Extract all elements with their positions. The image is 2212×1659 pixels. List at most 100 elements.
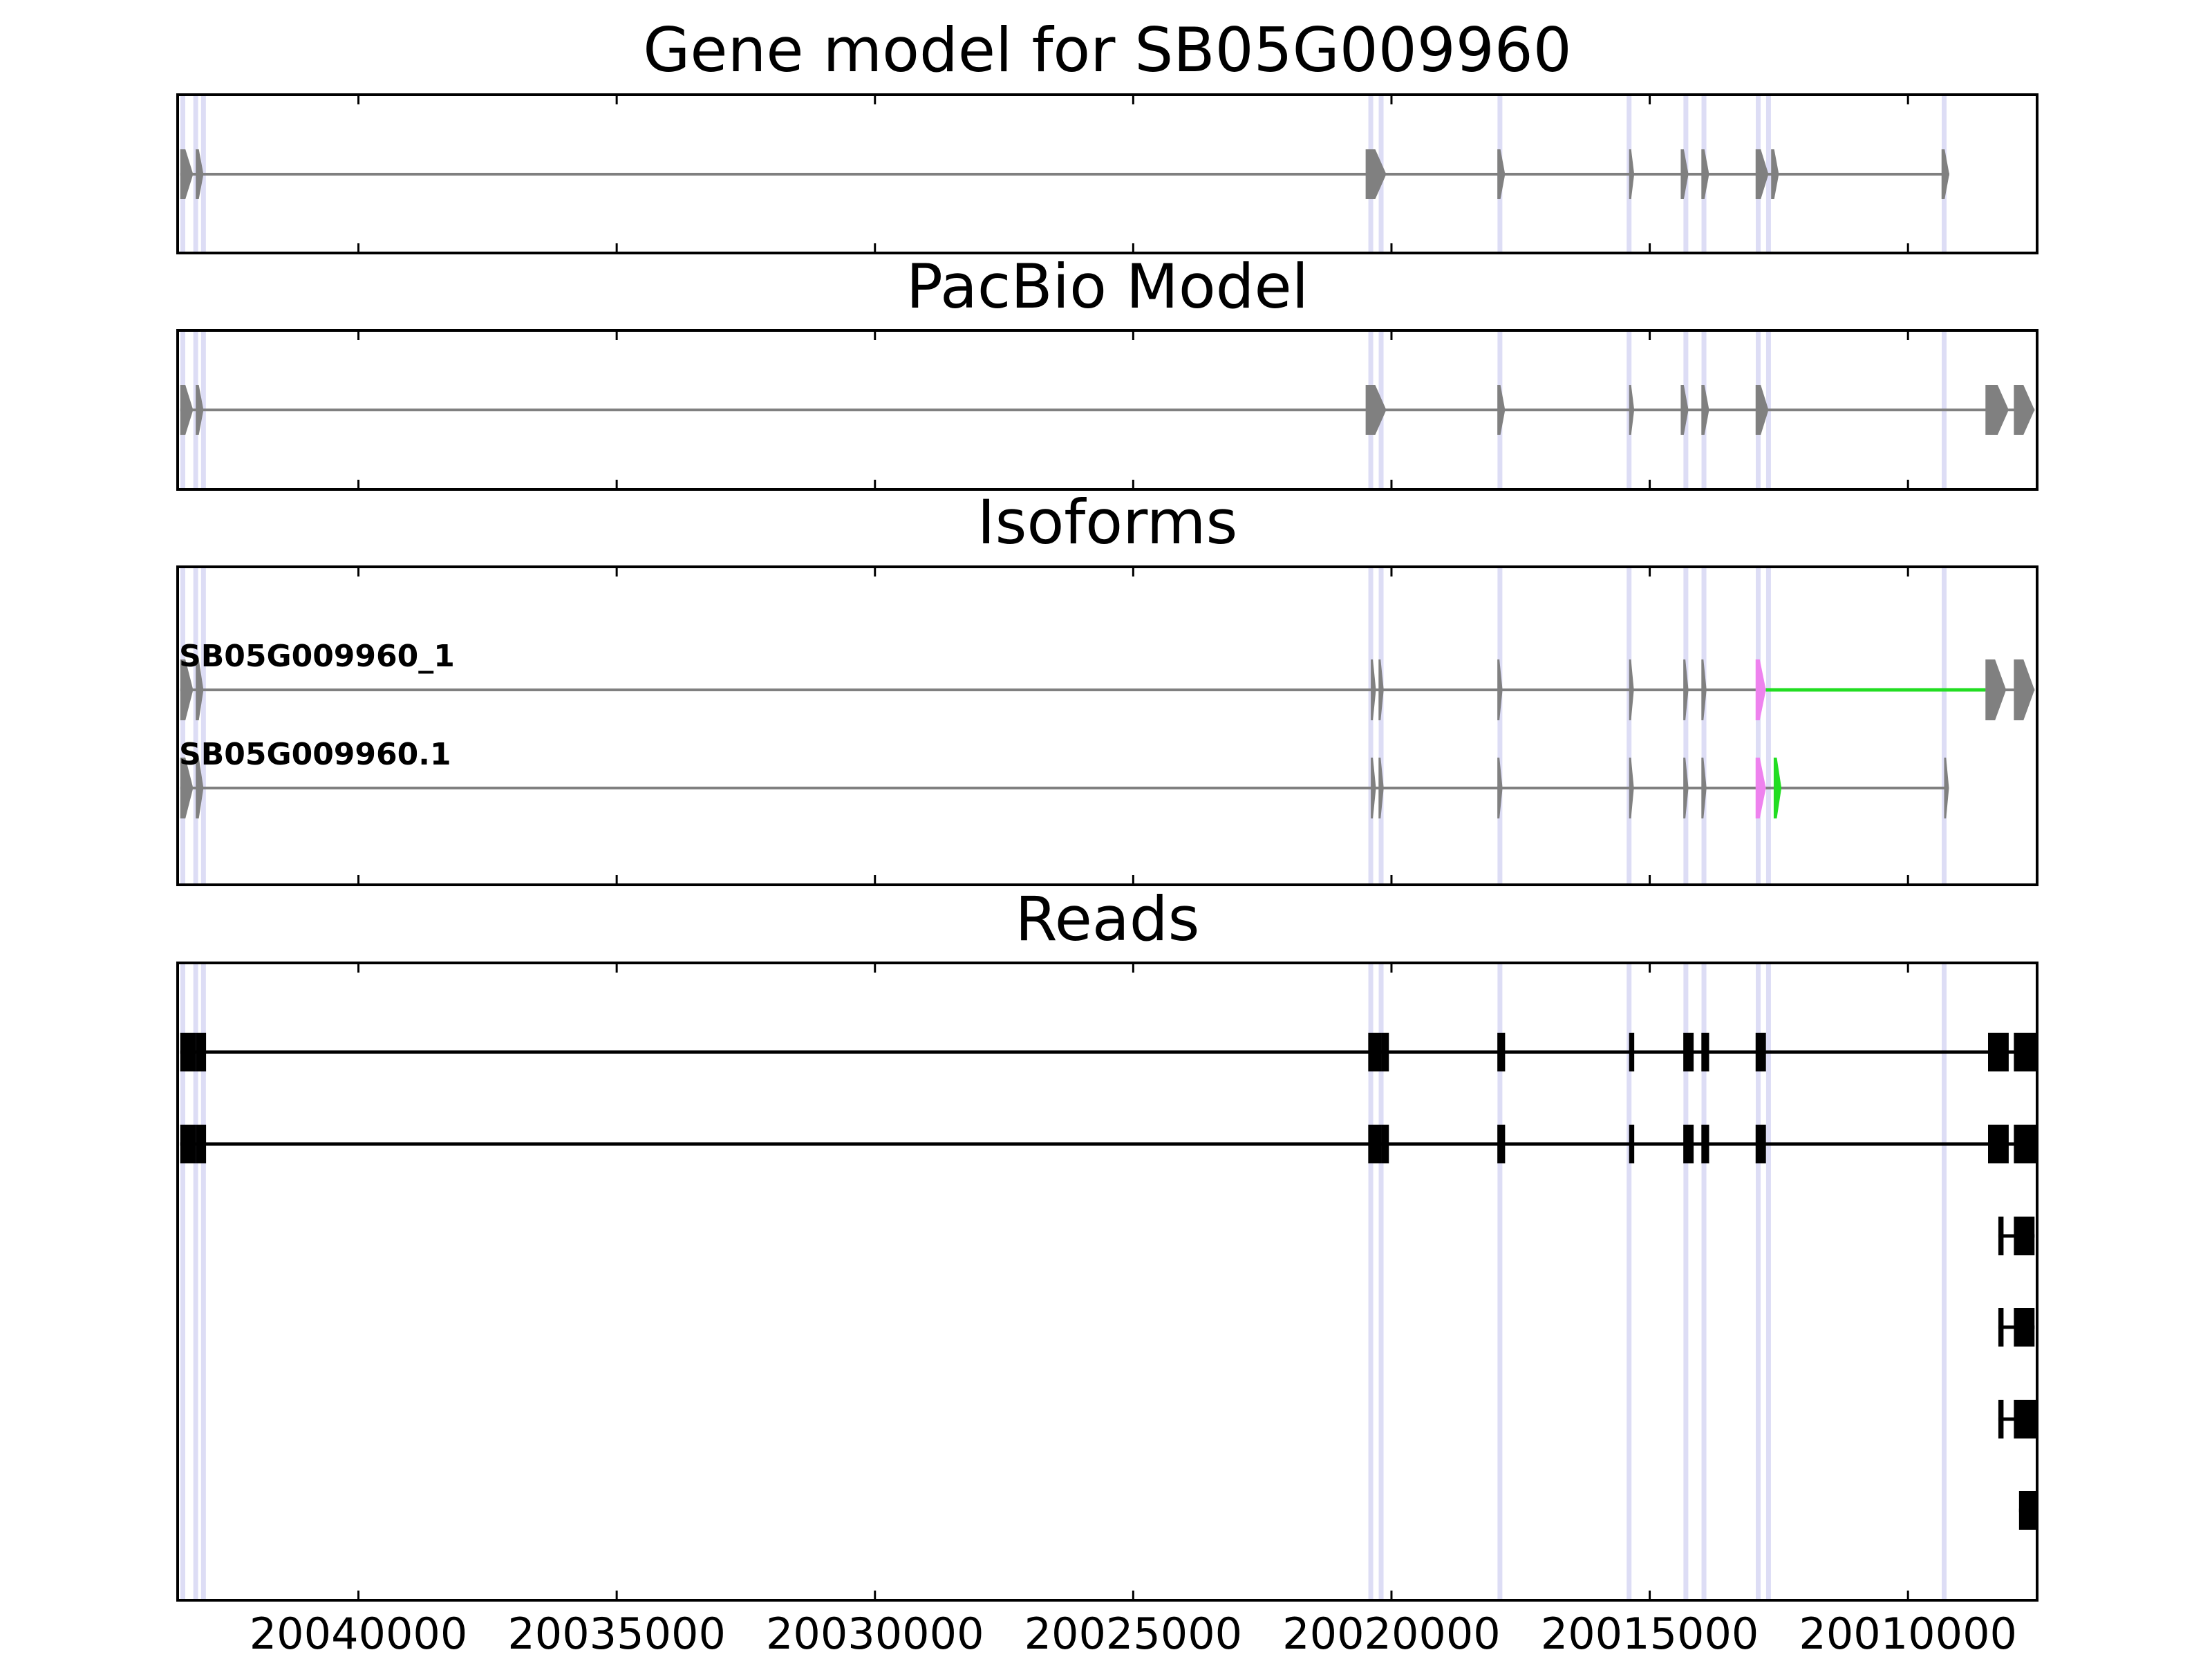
- read-block: [1683, 1033, 1694, 1071]
- exon: [180, 758, 194, 818]
- read-block: [2014, 1308, 2035, 1347]
- panel-title: Gene model for SB05G009960: [643, 15, 1572, 86]
- exon: [1680, 149, 1689, 199]
- read-block: [1755, 1125, 1766, 1163]
- exon: [1629, 385, 1635, 435]
- panel-gene-model: Gene model for SB05G009960: [176, 15, 2038, 254]
- read-block: [1629, 1033, 1635, 1071]
- read-block: [180, 1125, 196, 1163]
- read-block: [1998, 1308, 2004, 1347]
- exon: [1683, 659, 1689, 720]
- x-tick-label: 20040000: [250, 1609, 468, 1659]
- track: SB05G009960.1: [179, 737, 1949, 818]
- exon: [2014, 385, 2035, 435]
- read-block: [2014, 1400, 2037, 1438]
- exon: [1371, 659, 1376, 720]
- exon: [1755, 149, 1769, 199]
- exon: [1985, 659, 2007, 720]
- read-block: [1998, 1400, 2004, 1438]
- track: [1998, 1217, 2035, 1255]
- track: [1998, 1400, 2037, 1438]
- exon: [1629, 149, 1635, 199]
- exon: [1985, 385, 2009, 435]
- read-block: [1497, 1033, 1506, 1071]
- isoform-label: SB05G009960.1: [179, 737, 451, 772]
- exon: [1701, 385, 1709, 435]
- read-block: [1998, 1217, 2004, 1255]
- x-axis: 20040000 20035000 20030000 20025000 20020000…: [250, 1609, 2017, 1659]
- exon: [1771, 149, 1779, 199]
- unique-exon: [1755, 659, 1766, 720]
- read-block: [2018, 1491, 2037, 1530]
- unique-exon: [1773, 758, 1782, 818]
- panel-title: PacBio Model: [906, 251, 1309, 322]
- track: SB05G009960_1: [179, 639, 2035, 720]
- plot-area: [178, 963, 2037, 1600]
- read-block: [180, 1033, 196, 1071]
- x-tick-label: 20020000: [1282, 1609, 1501, 1659]
- isoform-label: SB05G009960_1: [179, 639, 455, 674]
- track: [180, 385, 2035, 435]
- read-block: [1988, 1033, 2009, 1071]
- exon: [1941, 149, 1949, 199]
- exon: [1497, 659, 1503, 720]
- exon: [180, 385, 194, 435]
- exon: [196, 385, 204, 435]
- read-block: [196, 1033, 207, 1071]
- read-block: [1701, 1033, 1709, 1071]
- track: [1998, 1308, 2035, 1347]
- exon: [1701, 149, 1709, 199]
- exon: [1701, 758, 1707, 818]
- x-tick-label: 20030000: [766, 1609, 984, 1659]
- read-block: [1381, 1125, 1389, 1163]
- exon: [1944, 758, 1949, 818]
- exon: [1680, 385, 1689, 435]
- exon: [1371, 758, 1376, 818]
- panel-pacbio-model: PacBio Model: [176, 251, 2038, 491]
- track: [180, 1125, 2037, 1163]
- exon: [1629, 659, 1634, 720]
- track: [2018, 1491, 2037, 1530]
- plot-frame: [176, 962, 2038, 1602]
- panel-reads: Reads: [176, 883, 2038, 1602]
- exon: [1683, 758, 1689, 818]
- exon: [1365, 385, 1387, 435]
- exon: [1497, 385, 1506, 435]
- unique-exon: [1755, 758, 1766, 818]
- x-tick-label: 20035000: [507, 1609, 726, 1659]
- exon: [1497, 758, 1503, 818]
- read-block: [1683, 1125, 1694, 1163]
- read-block: [1755, 1033, 1766, 1071]
- exon: [1497, 149, 1506, 199]
- plot-frame: [176, 329, 2038, 491]
- exon: [1365, 149, 1387, 199]
- x-tick-label: 20025000: [1024, 1609, 1243, 1659]
- track: [180, 1033, 2037, 1071]
- exon: [180, 659, 194, 720]
- exon: [1629, 758, 1634, 818]
- read-block: [2014, 1217, 2035, 1255]
- plot-area: [178, 567, 2037, 885]
- read-block: [1368, 1033, 1382, 1071]
- exon: [1755, 385, 1769, 435]
- x-tick-label: 20010000: [1799, 1609, 2017, 1659]
- exon: [180, 149, 194, 199]
- exon: [196, 659, 204, 720]
- read-block: [1988, 1125, 2009, 1163]
- panel-title: Isoforms: [977, 487, 1238, 558]
- plot-frame: [176, 93, 2038, 254]
- exon: [1378, 758, 1384, 818]
- read-block: [1497, 1125, 1506, 1163]
- read-block: [1368, 1125, 1382, 1163]
- plot-frame: [176, 565, 2038, 886]
- panel-isoforms: Isoforms SB05G009960_1 SB05G009960.1: [176, 487, 2038, 886]
- read-block: [196, 1125, 207, 1163]
- exon: [1378, 659, 1384, 720]
- read-block: [1381, 1033, 1389, 1071]
- exon: [2014, 659, 2035, 720]
- track: [180, 149, 1949, 199]
- read-block: [1629, 1125, 1635, 1163]
- exon: [196, 149, 204, 199]
- x-tick-label: 20015000: [1541, 1609, 1759, 1659]
